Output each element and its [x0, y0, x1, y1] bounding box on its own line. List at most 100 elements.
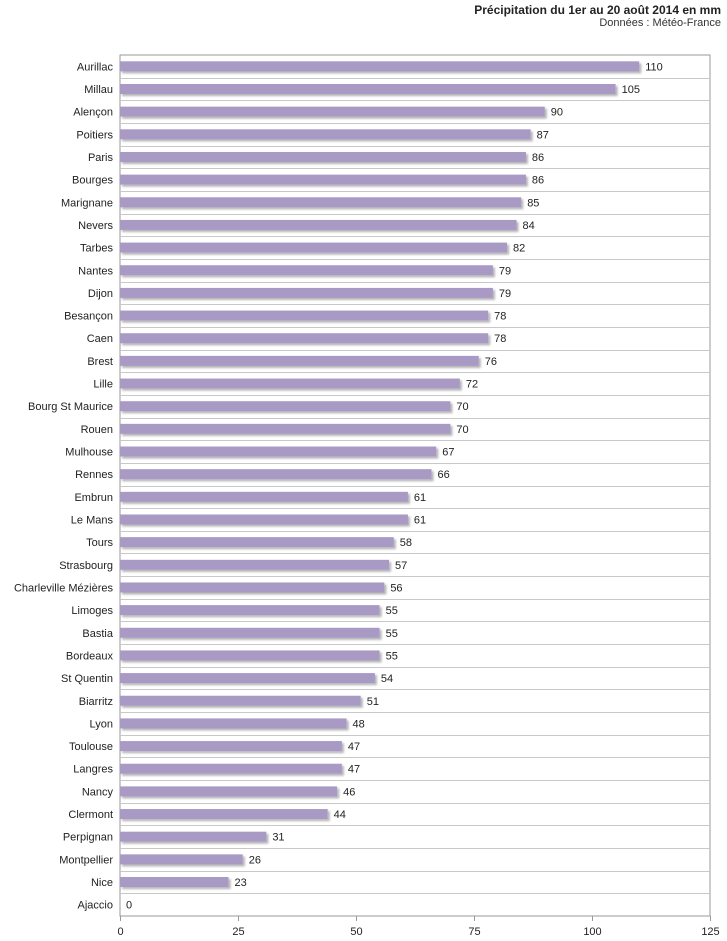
category-label: Rouen — [81, 424, 113, 436]
category-label: Besançon — [64, 311, 113, 323]
bar-18 — [120, 469, 432, 480]
value-label: 79 — [499, 288, 511, 300]
category-label: Bastia — [82, 628, 113, 640]
category-label: Nancy — [82, 786, 114, 798]
category-label: Tarbes — [80, 243, 114, 255]
bar-31 — [120, 763, 342, 774]
category-label: Lyon — [90, 718, 113, 730]
value-label: 78 — [494, 311, 506, 323]
bar-14 — [120, 378, 460, 389]
value-label: 67 — [442, 447, 454, 459]
category-label: Paris — [88, 152, 114, 164]
value-label: 86 — [532, 152, 544, 164]
value-label: 72 — [466, 379, 478, 391]
value-label: 61 — [414, 514, 426, 526]
value-label: 90 — [551, 107, 563, 119]
bar-32 — [120, 786, 338, 797]
bar-10 — [120, 287, 493, 298]
plot-frame — [119, 54, 711, 917]
value-label: 47 — [348, 764, 360, 776]
x-tick-label: 75 — [468, 926, 480, 938]
bar-6 — [120, 197, 522, 208]
category-label: Dijon — [88, 288, 113, 300]
chart-subtitle: Données : Météo-France — [599, 17, 721, 29]
x-tick-label: 100 — [583, 926, 601, 938]
value-labels: 1101059087868685848279797878767270706766… — [126, 61, 663, 911]
category-label: St Quentin — [61, 673, 113, 685]
category-label: Strasbourg — [59, 560, 113, 572]
category-label: Lille — [93, 379, 113, 391]
value-label: 76 — [485, 356, 497, 368]
chart-title: Précipitation du 1er au 20 août 2014 en … — [474, 3, 721, 17]
value-label: 70 — [456, 401, 468, 413]
category-label: Nevers — [78, 220, 113, 232]
value-label: 87 — [537, 129, 549, 141]
bar-0 — [120, 61, 640, 72]
x-axis: 0 25 50 75 100 125 — [117, 916, 720, 938]
bar-26 — [120, 650, 380, 661]
bar-21 — [120, 537, 394, 548]
category-label: Biarritz — [79, 696, 113, 708]
bar-28 — [120, 695, 361, 706]
bar-35 — [120, 854, 243, 865]
bar-36 — [120, 877, 229, 888]
bar-9 — [120, 265, 493, 276]
bar-30 — [120, 741, 342, 752]
x-tick-label: 0 — [117, 926, 123, 938]
bar-23 — [120, 582, 385, 593]
value-label: 47 — [348, 741, 360, 753]
category-label: Bourg St Maurice — [28, 401, 113, 413]
category-label: Toulouse — [69, 741, 113, 753]
value-label: 54 — [381, 673, 393, 685]
value-label: 86 — [532, 175, 544, 187]
category-label: Bourges — [72, 175, 113, 187]
bar-25 — [120, 627, 380, 638]
bar-8 — [120, 242, 508, 253]
value-label: 55 — [386, 650, 398, 662]
category-label: Langres — [73, 764, 113, 776]
category-label: Poitiers — [76, 129, 113, 141]
category-label: Perpignan — [63, 832, 113, 844]
category-label: Nantes — [78, 265, 113, 277]
bar-19 — [120, 491, 408, 502]
value-label: 57 — [395, 560, 407, 572]
category-label: Tours — [86, 537, 113, 549]
value-label: 61 — [414, 492, 426, 504]
category-label: Alençon — [73, 107, 113, 119]
bar-29 — [120, 718, 347, 729]
category-label: Limoges — [71, 605, 113, 617]
bar-2 — [120, 106, 545, 117]
value-label: 0 — [126, 900, 132, 912]
value-label: 85 — [527, 197, 539, 209]
value-label: 79 — [499, 265, 511, 277]
category-label: Aurillac — [77, 61, 114, 73]
value-label: 78 — [494, 333, 506, 345]
category-label: Marignane — [61, 197, 113, 209]
x-tick-label: 50 — [350, 926, 362, 938]
category-label: Ajaccio — [78, 900, 113, 912]
value-label: 66 — [438, 469, 450, 481]
value-label: 84 — [522, 220, 534, 232]
bar-7 — [120, 219, 517, 230]
value-label: 70 — [456, 424, 468, 436]
bar-13 — [120, 355, 479, 366]
value-label: 55 — [386, 605, 398, 617]
category-label: Charleville Mézières — [14, 582, 114, 594]
value-label: 105 — [622, 84, 640, 96]
category-label: Caen — [87, 333, 113, 345]
value-label: 48 — [353, 718, 365, 730]
bar-27 — [120, 673, 375, 684]
bar-20 — [120, 514, 408, 525]
bar-22 — [120, 559, 390, 570]
value-label: 44 — [334, 809, 346, 821]
category-label: Embrun — [74, 492, 113, 504]
bar-34 — [120, 831, 267, 842]
bar-1 — [120, 83, 616, 94]
bar-24 — [120, 605, 380, 616]
bar-17 — [120, 446, 437, 457]
value-label: 55 — [386, 628, 398, 640]
bars — [120, 61, 640, 888]
value-label: 51 — [367, 696, 379, 708]
category-label: Mulhouse — [65, 447, 113, 459]
